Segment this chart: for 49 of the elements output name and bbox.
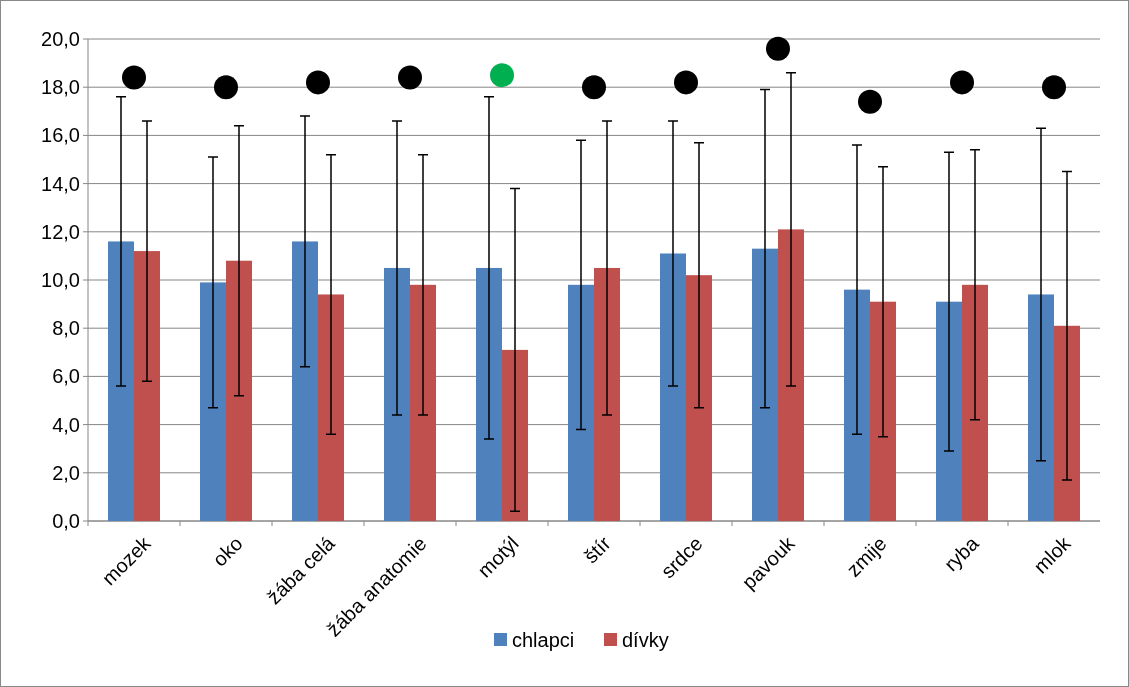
bar (108, 241, 134, 521)
legend-label: dívky (622, 629, 669, 651)
y-tick-label: 0,0 (52, 510, 80, 532)
y-tick-label: 8,0 (52, 317, 80, 340)
bar (844, 289, 870, 521)
bar (502, 349, 528, 521)
bar (318, 294, 344, 521)
bar (200, 282, 226, 521)
bar (568, 284, 594, 521)
bar (660, 253, 686, 521)
y-tick-label: 20,0 (41, 28, 80, 50)
bar (410, 284, 436, 521)
bar (778, 229, 804, 521)
point (1042, 75, 1066, 100)
bar (1054, 325, 1080, 521)
point (398, 65, 422, 90)
point (490, 63, 514, 88)
bar (384, 267, 410, 521)
bar (870, 301, 896, 521)
bar (962, 284, 988, 521)
point (858, 89, 882, 114)
legend-label: chlapci (512, 629, 575, 651)
point (306, 70, 330, 95)
bar (686, 275, 712, 521)
point (582, 75, 606, 100)
y-tick-label: 14,0 (41, 172, 80, 195)
point (122, 65, 146, 90)
bar (594, 267, 620, 521)
y-tick-label: 4,0 (52, 413, 80, 436)
point (674, 70, 698, 95)
bar (476, 267, 502, 521)
y-tick-label: 18,0 (41, 76, 80, 99)
x-tick-label: oko (208, 532, 247, 571)
bar (1028, 294, 1054, 521)
y-tick-label: 2,0 (52, 461, 80, 484)
x-tick-label: ryba (939, 531, 984, 576)
x-tick-label: štír (579, 531, 615, 568)
bar (292, 241, 318, 521)
point (950, 70, 974, 95)
point (214, 75, 238, 100)
bar (936, 301, 962, 521)
point (766, 36, 790, 61)
y-tick-label: 6,0 (52, 365, 80, 388)
y-tick-label: 12,0 (41, 220, 80, 243)
bar (134, 251, 160, 521)
bar (226, 260, 252, 521)
bar (752, 248, 778, 521)
y-tick-label: 16,0 (41, 124, 80, 147)
y-tick-label: 10,0 (41, 269, 80, 291)
